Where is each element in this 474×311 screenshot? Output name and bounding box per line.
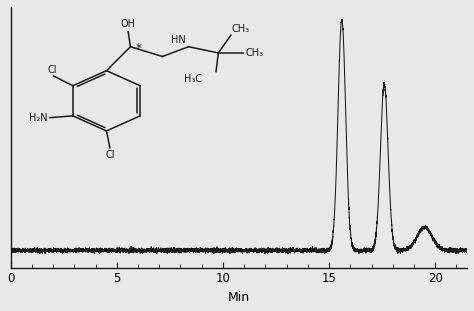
X-axis label: Min: Min [228,291,250,304]
